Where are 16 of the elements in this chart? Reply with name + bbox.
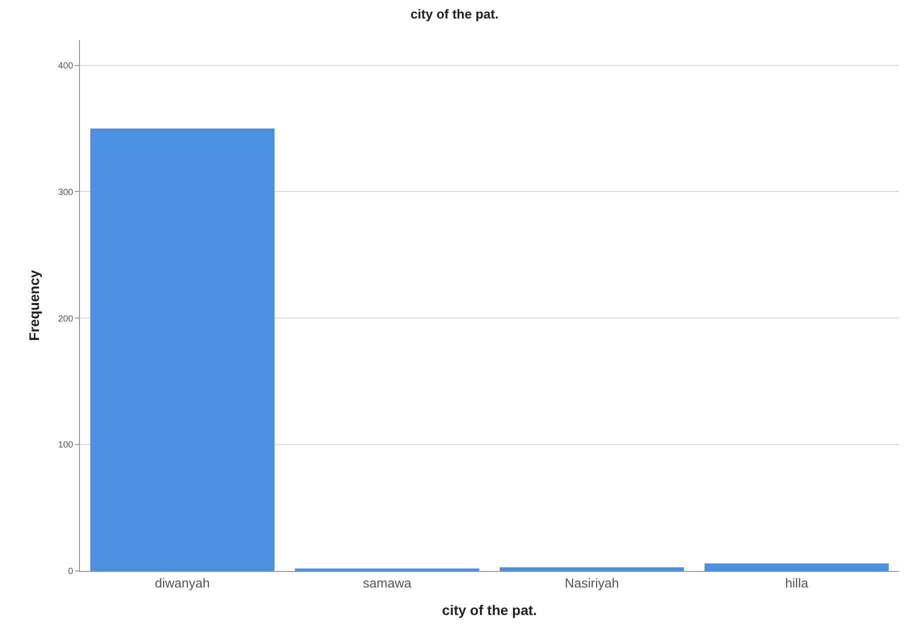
x-tick-label: samawa (362, 576, 412, 591)
x-tick-label: Nasiriyah (564, 576, 619, 591)
x-tick-label: hilla (785, 576, 809, 591)
bar (294, 568, 480, 571)
y-tick-label: 400 (58, 60, 74, 70)
chart-title: city of the pat. (410, 6, 499, 22)
x-axis-title: city of the pat. (442, 602, 537, 618)
x-tick-label: diwanyah (154, 576, 210, 591)
y-tick-label: 100 (58, 440, 74, 450)
bar (500, 567, 684, 571)
y-axis-title: Frequency (26, 270, 42, 341)
bar (90, 128, 275, 571)
y-tick-label: 0 (68, 566, 74, 576)
bar (704, 563, 889, 571)
y-tick-label: 300 (58, 186, 74, 197)
y-tick-label: 200 (58, 313, 74, 324)
